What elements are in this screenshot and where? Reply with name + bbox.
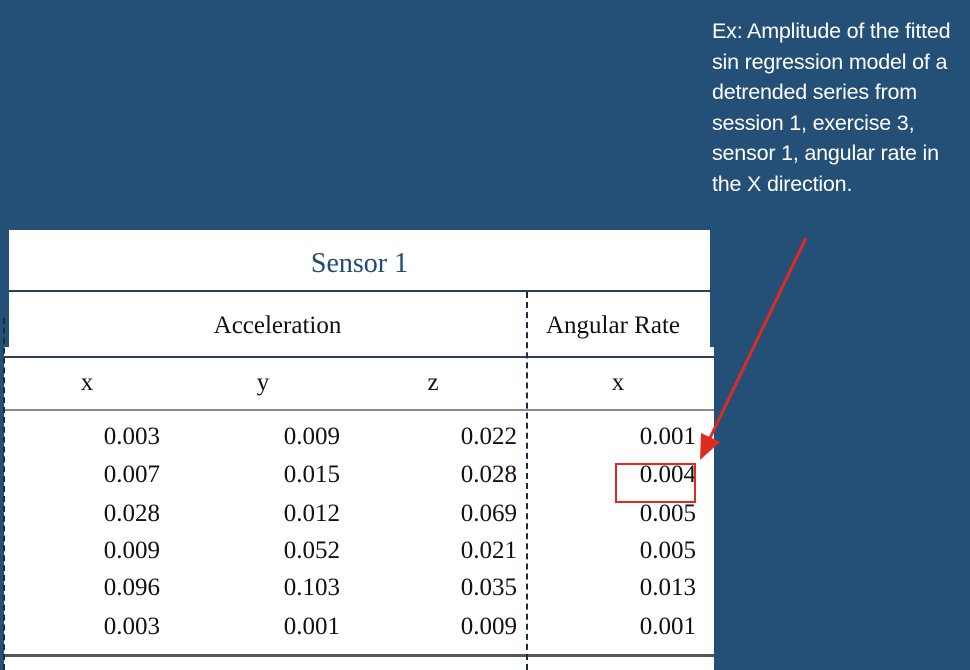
arrow-head-icon <box>700 433 720 460</box>
annotation-text: Ex: Amplitude of the fitted sin regressi… <box>712 19 951 196</box>
column-header-acc-z: z <box>427 369 439 396</box>
rule-under-title <box>9 290 710 292</box>
table-cell: 0.021 <box>460 537 517 564</box>
table-cell: 0.012 <box>283 500 340 527</box>
rule-under-columns <box>4 409 714 411</box>
table-cell: 0.003 <box>103 423 160 450</box>
rule-bottom <box>4 654 714 657</box>
table-cell: 0.096 <box>103 574 160 601</box>
column-header-acc-y: y <box>256 369 270 396</box>
table-cell: 0.005 <box>639 500 696 527</box>
highlighted-cell: 0.004 <box>639 461 696 488</box>
table-cell: 0.028 <box>103 500 160 527</box>
table-cell: 0.069 <box>460 500 517 527</box>
rule-under-groups <box>4 356 714 358</box>
group-header-acceleration: Acceleration <box>213 312 342 339</box>
table-title: Sensor 1 <box>310 248 409 279</box>
table-cell: 0.035 <box>460 574 517 601</box>
table-cell: 0.013 <box>639 574 696 601</box>
table-cell: 0.028 <box>460 461 517 488</box>
table-cell: 0.103 <box>283 574 340 601</box>
table-panel-main <box>4 347 714 670</box>
table-cell: 0.007 <box>103 461 160 488</box>
table-cell: 0.009 <box>460 613 517 640</box>
highlight-box <box>615 463 696 503</box>
table-panel-top <box>9 230 710 347</box>
table-cell: 0.001 <box>639 613 696 640</box>
arrow-shaft <box>708 237 808 439</box>
table-cell: 0.052 <box>283 537 340 564</box>
table-cell: 0.015 <box>283 461 340 488</box>
table-cell: 0.009 <box>103 537 160 564</box>
table-cell: 0.001 <box>639 423 696 450</box>
table-cell: 0.003 <box>103 613 160 640</box>
group-dashed-divider <box>526 292 528 670</box>
table-cell: 0.009 <box>283 423 340 450</box>
table-cell: 0.005 <box>639 537 696 564</box>
left-dashed-border <box>3 318 5 670</box>
table-cell: 0.001 <box>283 613 340 640</box>
column-header-ang-x: x <box>611 369 625 396</box>
table-cell: 0.022 <box>460 423 517 450</box>
group-header-angular-rate: Angular Rate <box>546 312 680 339</box>
column-header-acc-x: x <box>80 369 94 396</box>
